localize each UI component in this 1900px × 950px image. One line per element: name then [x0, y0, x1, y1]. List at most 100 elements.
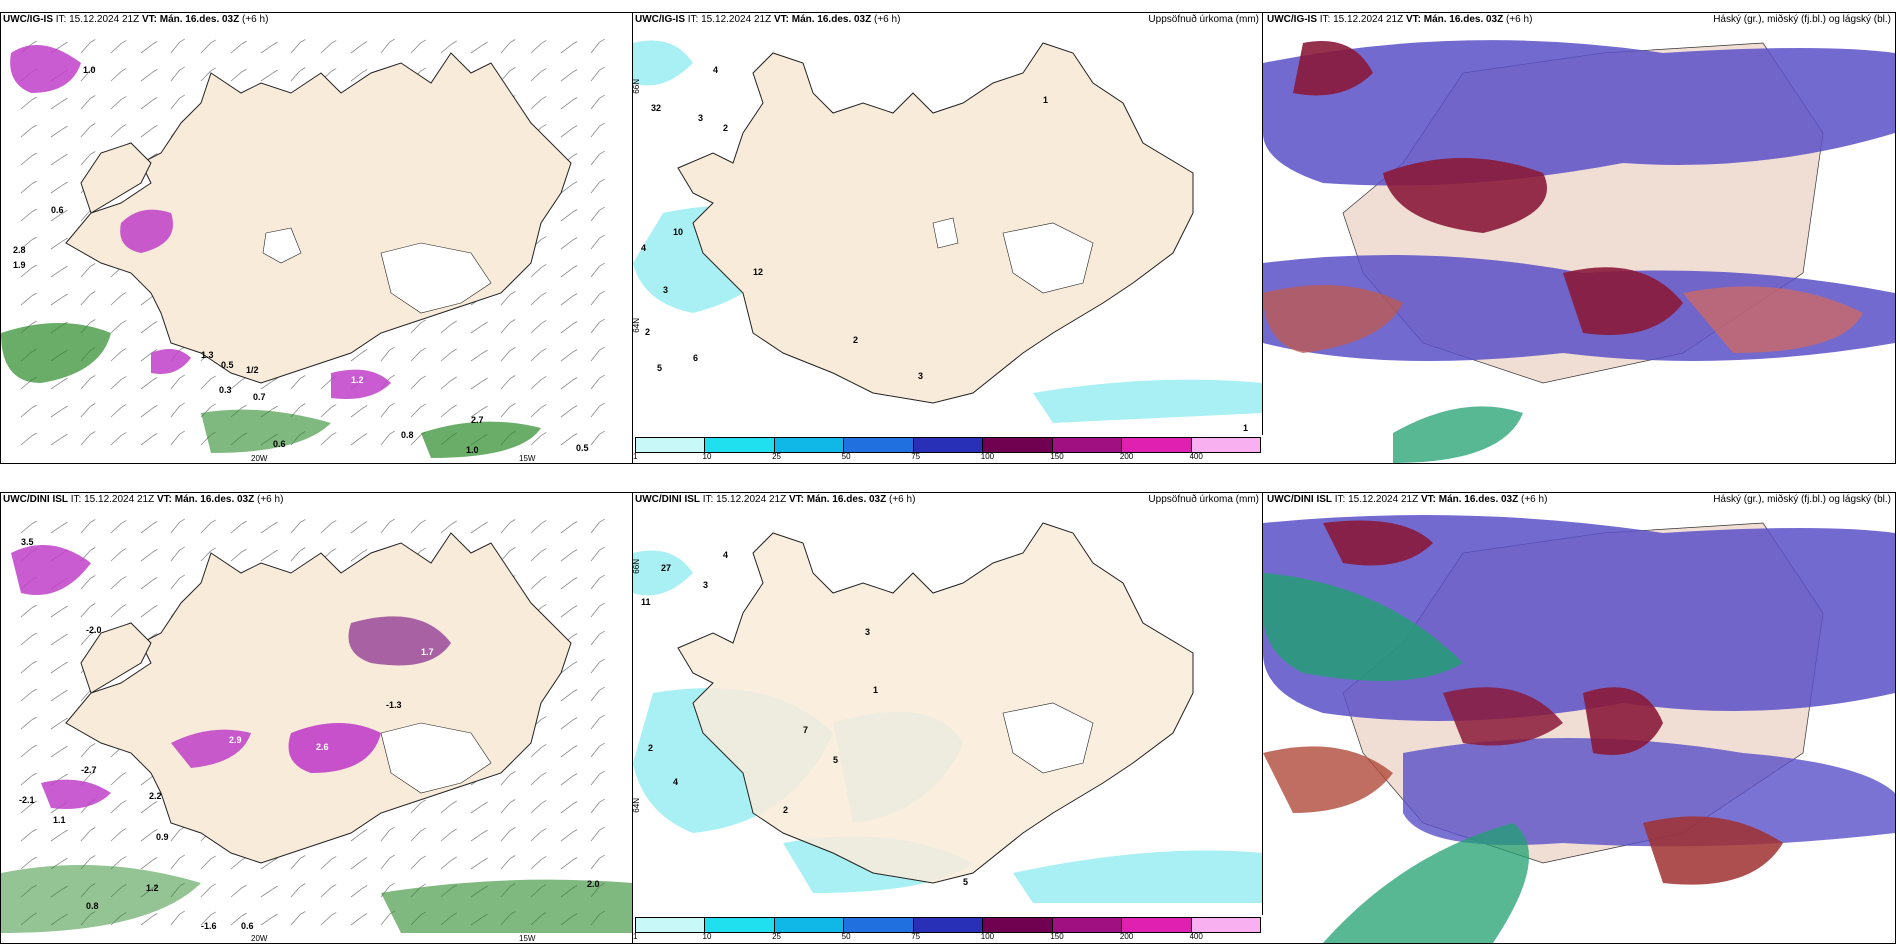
wind-barb	[560, 296, 573, 306]
wind-barb-feather	[179, 374, 185, 379]
colorbar-swatch	[1122, 438, 1192, 452]
wind-barb-feather	[482, 321, 488, 326]
snow-area-interior	[348, 616, 451, 666]
wind-barb	[140, 436, 153, 446]
cloud-high	[1293, 41, 1373, 96]
wind-barb-feather	[571, 97, 578, 101]
wind-barb	[140, 100, 153, 110]
wind-barb	[560, 240, 573, 250]
colorbar-swatch	[844, 918, 914, 932]
wind-barb	[50, 720, 63, 730]
wind-barb-feather	[571, 549, 578, 553]
precip-label: 3	[698, 113, 703, 123]
precip-area	[1013, 850, 1263, 903]
wind-barb	[530, 747, 542, 758]
wind-barb	[500, 294, 511, 306]
wind-barb-feather	[300, 911, 306, 915]
snow-area-west	[171, 729, 251, 768]
wind-barb-feather	[31, 264, 37, 269]
temp-label: 1.0	[83, 65, 96, 75]
wind-barb-feather	[300, 547, 306, 551]
precip-label: 5	[963, 877, 968, 887]
rain-area-south	[1, 865, 201, 933]
temp-label: 0.9	[156, 832, 169, 842]
wind-barb-feather	[541, 828, 547, 832]
wind-barb-feather	[272, 885, 278, 890]
wind-barb	[170, 829, 181, 842]
precip-label: 10	[673, 227, 683, 237]
wind-barb-feather	[241, 68, 247, 73]
wind-barb-feather	[151, 433, 158, 437]
wind-barb	[20, 859, 32, 870]
wind-barb-feather	[541, 432, 547, 436]
wind-barb-feather	[451, 40, 457, 45]
wind-barb	[590, 293, 601, 306]
wind-barb-feather	[31, 236, 37, 241]
wind-barb	[80, 746, 91, 758]
map-panel-dini-precipitation: UWC/DINI ISL IT: 15.12.2024 21Z VT: Mán.…	[632, 492, 1264, 944]
wind-barb-feather	[121, 96, 127, 100]
wind-barb-feather	[272, 405, 278, 410]
wind-barb-feather	[571, 125, 578, 129]
wind-barb	[590, 433, 601, 446]
wind-barb-feather	[179, 66, 185, 71]
wind-barb	[380, 857, 391, 870]
temp-label: 0.8	[86, 901, 99, 911]
wind-barb	[80, 154, 91, 166]
wind-barb	[50, 212, 63, 222]
wind-barb	[380, 41, 391, 54]
wind-barb-feather	[571, 661, 578, 665]
wind-barb-feather	[482, 521, 488, 526]
wind-barb	[590, 209, 601, 222]
wind-barb	[290, 70, 301, 82]
wind-barb-feather	[62, 125, 68, 130]
wind-barb-feather	[62, 661, 68, 666]
wind-barb-feather	[179, 430, 185, 435]
wind-barb-feather	[420, 827, 426, 832]
wind-barb	[560, 552, 573, 562]
wind-barb	[200, 70, 212, 82]
wind-barb-feather	[90, 575, 96, 579]
wind-barb-feather	[62, 689, 68, 694]
wind-barb-feather	[31, 772, 37, 777]
wind-barb	[560, 804, 573, 814]
wind-barb-feather	[510, 547, 516, 551]
wind-barb-feather	[541, 264, 547, 268]
wind-barb	[20, 719, 32, 730]
wind-barb-feather	[571, 745, 578, 749]
wind-barb-feather	[121, 772, 127, 776]
wind-barb	[500, 322, 511, 334]
wind-barb	[590, 181, 601, 194]
wind-barb-feather	[571, 153, 578, 157]
wind-barb	[80, 294, 91, 306]
wind-barb	[170, 433, 181, 446]
wind-barb-feather	[361, 405, 368, 409]
wind-barb	[110, 351, 122, 362]
wind-barb	[80, 830, 91, 842]
wind-barb-feather	[361, 69, 368, 73]
wind-barb-feather	[151, 97, 158, 101]
wind-barb-feather	[420, 855, 426, 860]
colorbar-label: 100	[980, 452, 995, 461]
wind-barb-feather	[361, 885, 368, 889]
wind-barb	[350, 408, 363, 418]
wind-barb	[320, 887, 332, 898]
wind-barb-feather	[389, 518, 395, 523]
colorbar-swatch	[774, 918, 845, 932]
wind-barb-feather	[210, 39, 216, 44]
wind-barb-feather	[241, 404, 247, 409]
wind-barb-feather	[571, 633, 578, 637]
wind-barb	[410, 830, 422, 842]
wind-barb-feather	[90, 519, 96, 523]
wind-barb	[290, 42, 301, 54]
wind-barb-feather	[90, 827, 96, 831]
temp-label: 1.3	[201, 350, 214, 360]
wind-barb	[80, 210, 91, 222]
wind-barb	[170, 913, 181, 926]
wind-barb-feather	[571, 69, 578, 73]
wind-barb-feather	[599, 150, 605, 155]
snow-area-central	[288, 723, 381, 773]
wind-barb-feather	[151, 857, 158, 861]
wind-barb	[20, 183, 32, 194]
axis-label-64n: 64N	[632, 798, 641, 813]
